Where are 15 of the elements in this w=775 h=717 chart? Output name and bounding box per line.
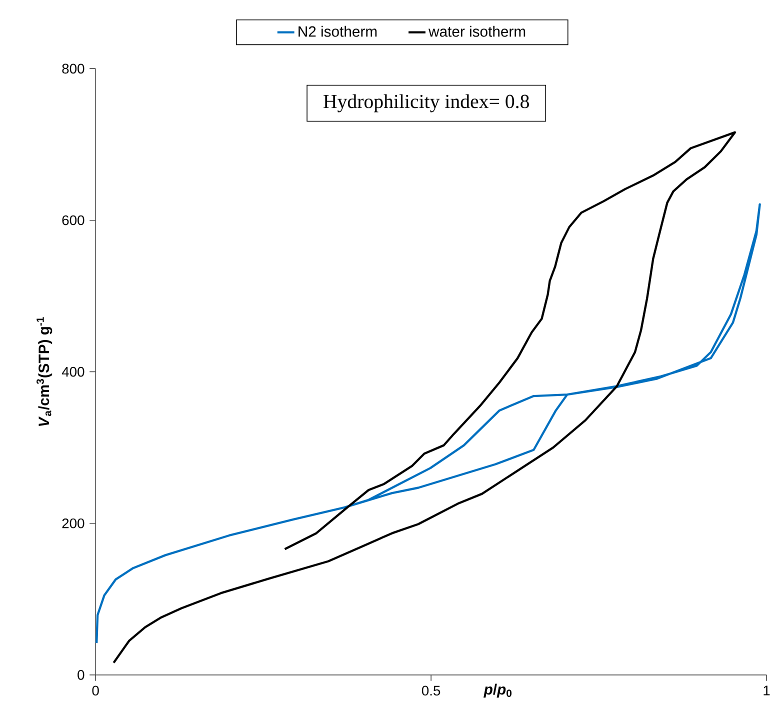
- y-tick-label: 600: [62, 215, 84, 226]
- y-tick-label: 200: [62, 518, 84, 528]
- x-tick-label: 0: [92, 686, 99, 696]
- y-axis-title: V$_{a}$/cm$^{3}$(STP) g$^{-1}$: [36, 317, 52, 426]
- annotation: Hydrophilicity index= 0.8: [324, 94, 529, 112]
- x-tick-label: 0.5: [422, 686, 440, 696]
- legend-label: N2 isotherm: [298, 26, 377, 37]
- legend-label: water isotherm: [428, 26, 526, 37]
- y-tick-label: 800: [62, 64, 84, 74]
- line-series: [95, 203, 761, 644]
- y-tick-label: 0: [78, 670, 84, 680]
- x-axis-title: p/p$_{0}$: [484, 684, 512, 698]
- y-tick-label: 400: [62, 367, 84, 377]
- line-series: [112, 131, 736, 664]
- x-tick-label: 1: [764, 686, 770, 696]
